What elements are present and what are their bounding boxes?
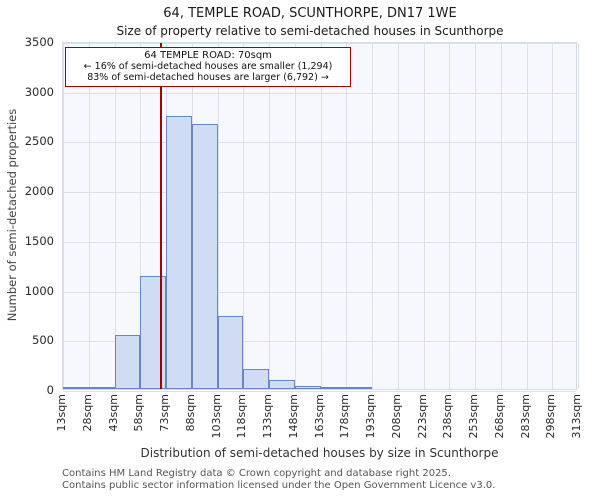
gridline-vertical (397, 43, 399, 389)
histogram-bar (346, 387, 372, 389)
histogram-bar (63, 387, 89, 389)
histogram-bar (191, 123, 218, 389)
x-axis-label: Distribution of semi-detached houses by … (140, 446, 499, 460)
histogram-bar (88, 386, 115, 389)
y-tick-label: 2000 (24, 184, 54, 199)
histogram-bar (243, 369, 269, 389)
gridline-vertical (500, 43, 502, 389)
annotation-smaller-text: ← 16% of semi-detached houses are smalle… (83, 61, 333, 72)
gridline-horizontal (63, 341, 576, 343)
gridline-vertical (217, 43, 219, 389)
x-tick-label: 58sqm (132, 394, 146, 432)
plot-area (62, 42, 579, 392)
x-tick-label: 118sqm (235, 394, 249, 439)
y-tick-label: 500 (32, 333, 54, 348)
x-tick-label: 313sqm (570, 394, 583, 439)
gridline-vertical (63, 43, 64, 389)
chart-subtitle: Size of property relative to semi-detach… (116, 24, 504, 38)
x-tick-label: 193sqm (364, 394, 377, 439)
x-tick-label: 148sqm (286, 394, 300, 439)
gridline-vertical (449, 43, 451, 389)
gridline-vertical (243, 43, 245, 389)
gridline-horizontal (63, 192, 576, 194)
x-tick-label: 253sqm (467, 394, 480, 439)
x-tick-label: 88sqm (183, 394, 197, 432)
histogram-bar (294, 385, 321, 389)
gridline-horizontal (63, 291, 576, 293)
x-tick-label: 28sqm (80, 394, 94, 432)
gridline-vertical (346, 43, 348, 389)
annotation-box: 64 TEMPLE ROAD: 70sqm ← 16% of semi-deta… (65, 47, 351, 87)
y-tick-label: 1500 (24, 233, 54, 248)
gridline-vertical (88, 43, 90, 389)
gridline-vertical (114, 43, 116, 389)
histogram-bar (217, 316, 244, 389)
gridline-vertical (423, 43, 425, 389)
gridline-vertical (294, 43, 296, 389)
gridline-horizontal (63, 92, 576, 94)
gridline-horizontal (63, 391, 576, 392)
x-tick-label: 298sqm (544, 394, 558, 439)
footer: Contains HM Land Registry data © Crown c… (62, 468, 592, 491)
x-tick-label: 13sqm (55, 394, 68, 432)
x-tick-label: 73sqm (158, 394, 171, 432)
gridline-vertical (552, 43, 554, 389)
annotation-title: 64 TEMPLE ROAD: 70sqm (144, 50, 272, 61)
property-marker-line (159, 43, 162, 389)
gridline-vertical (140, 43, 142, 389)
x-tick-label: 283sqm (518, 394, 532, 439)
histogram-bar (269, 380, 295, 389)
x-tick-label: 268sqm (492, 394, 506, 439)
x-tick-label: 43sqm (106, 394, 120, 432)
x-tick-label: 163sqm (312, 394, 326, 439)
gridline-horizontal (63, 142, 576, 144)
gridline-vertical (578, 43, 579, 389)
y-axis-label: Number of semi-detached properties (5, 108, 19, 322)
y-tick-label: 1000 (24, 283, 54, 298)
gridline-horizontal (63, 43, 576, 44)
gridline-vertical (269, 43, 270, 389)
x-tick-label: 223sqm (415, 394, 429, 439)
gridline-vertical (372, 43, 373, 389)
y-tick-label: 3500 (24, 35, 54, 49)
y-tick-label: 0 (46, 383, 54, 397)
histogram-bar (140, 275, 166, 389)
annotation-larger-text: 83% of semi-detached houses are larger (… (87, 72, 329, 83)
y-tick-label: 3000 (24, 84, 54, 99)
y-tick-label: 2500 (24, 134, 54, 149)
x-tick-label: 178sqm (338, 394, 352, 439)
histogram-bar (320, 387, 347, 389)
x-tick-label: 208sqm (389, 394, 403, 439)
x-tick-label: 103sqm (209, 394, 223, 439)
chart-title: 64, TEMPLE ROAD, SCUNTHORPE, DN17 1WE (163, 6, 457, 21)
histogram-bar (114, 335, 141, 389)
gridline-vertical (475, 43, 476, 389)
x-tick-label: 238sqm (441, 394, 455, 439)
gridline-vertical (526, 43, 528, 389)
histogram-bar (166, 115, 192, 389)
footer-line-1: Contains HM Land Registry data © Crown c… (62, 468, 451, 479)
x-tick-label: 133sqm (261, 394, 274, 439)
gridline-vertical (320, 43, 322, 389)
footer-line-2: Contains public sector information licen… (62, 479, 496, 491)
gridline-horizontal (63, 241, 576, 243)
